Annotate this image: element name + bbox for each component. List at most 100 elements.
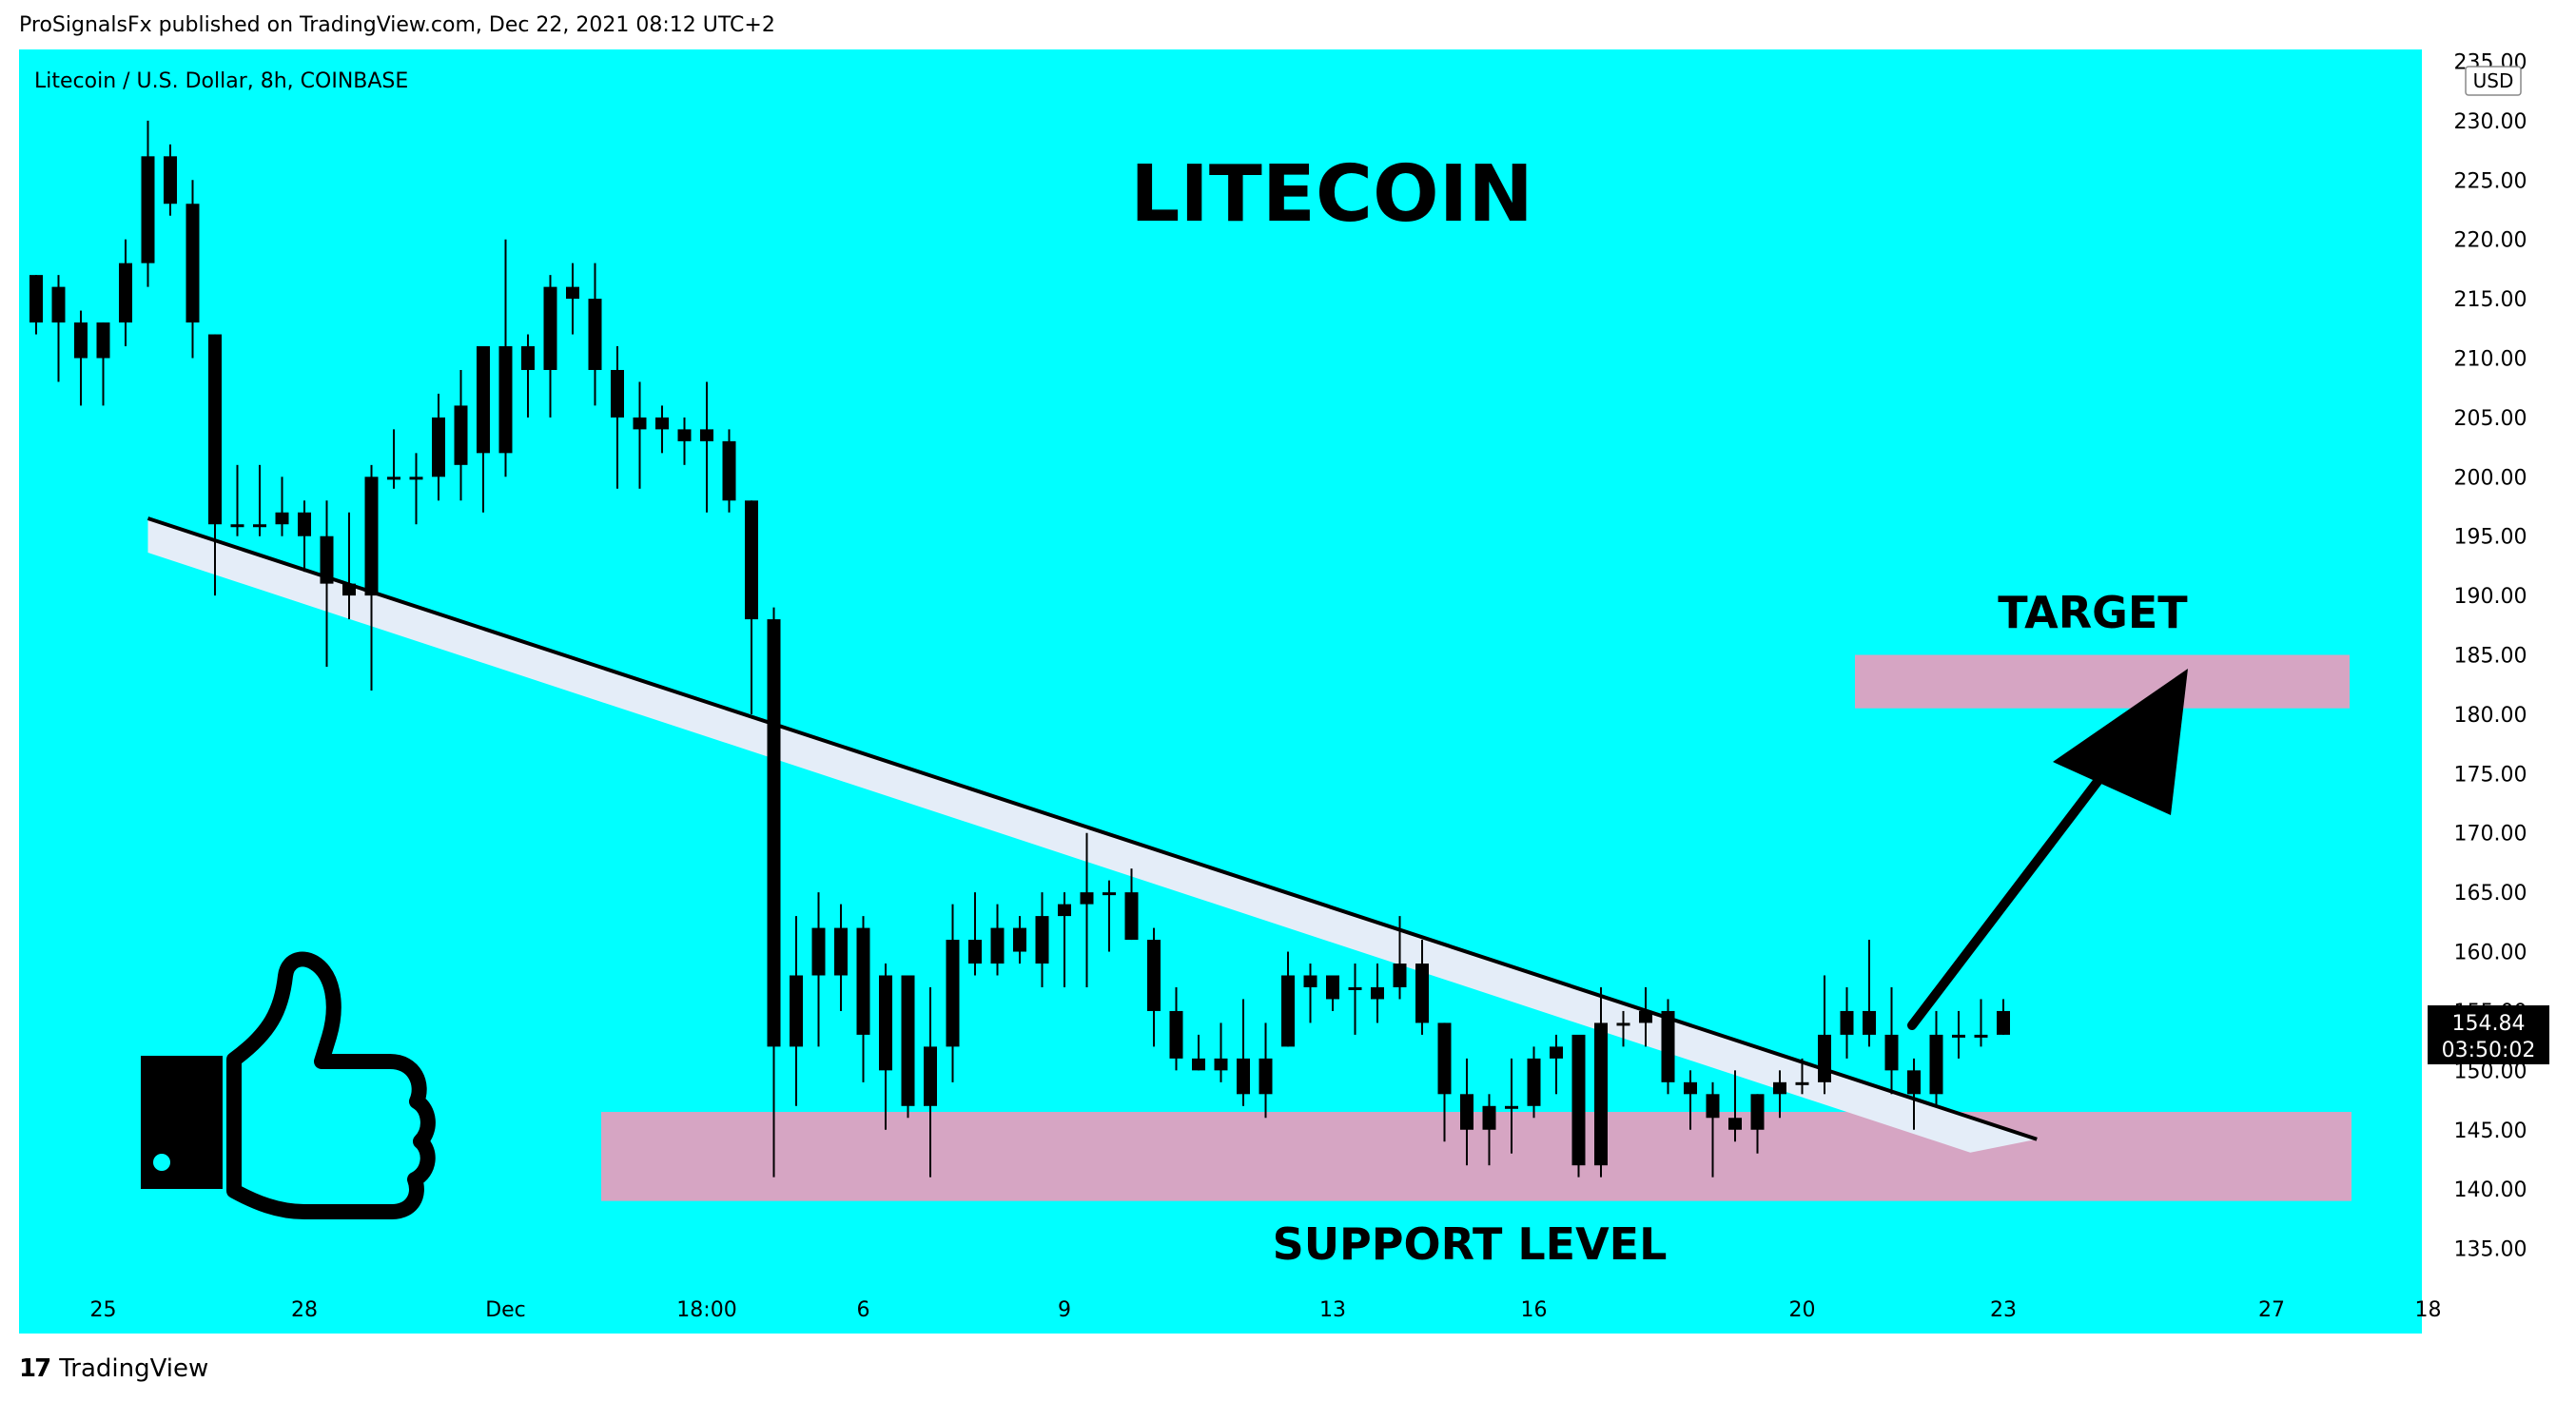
candle <box>119 239 132 347</box>
thumbs-up-icon <box>141 951 436 1219</box>
candle <box>1147 927 1161 1047</box>
y-tick-label: 160.00 <box>2454 942 2527 965</box>
candle <box>1505 1058 1518 1154</box>
candle <box>454 369 468 501</box>
candle <box>767 607 781 1178</box>
candle <box>1460 1058 1473 1166</box>
y-tick-label: 220.00 <box>2454 229 2527 253</box>
candle <box>1192 1034 1205 1071</box>
y-tick-label: 185.00 <box>2454 645 2527 669</box>
y-tick-label: 205.00 <box>2454 407 2527 431</box>
candle <box>342 512 356 620</box>
price-axis-area <box>2422 49 2557 1334</box>
x-tick-label: 9 <box>1058 1298 1071 1322</box>
price-chart[interactable]: 135.00140.00145.00150.00155.00160.00165.… <box>19 49 2557 1334</box>
candle <box>1661 999 1675 1095</box>
candle <box>1437 1022 1452 1142</box>
support-label: SUPPORT LEVEL <box>1273 1218 1668 1270</box>
candle <box>409 453 423 525</box>
y-tick-label: 230.00 <box>2454 110 2527 134</box>
candle <box>185 180 200 359</box>
x-tick-label: 27 <box>2258 1298 2285 1322</box>
candle <box>1952 1010 1965 1059</box>
y-tick-label: 195.00 <box>2454 526 2527 550</box>
candle <box>1259 1022 1273 1119</box>
candle <box>1997 999 2010 1035</box>
y-tick-label: 165.00 <box>2454 882 2527 905</box>
bar-countdown: 03:50:02 <box>2442 1039 2536 1062</box>
candle <box>655 405 669 454</box>
candle <box>946 904 960 1082</box>
candle <box>29 275 43 335</box>
candle <box>700 381 713 513</box>
footer-brand[interactable]: 17 TradingView <box>19 1354 208 1383</box>
candle <box>1594 986 1608 1178</box>
x-tick-label: 13 <box>1319 1298 1346 1322</box>
last-price-label: 154.84 03:50:02 <box>2428 1005 2549 1064</box>
target-label: TARGET <box>1998 587 2188 638</box>
candle <box>320 500 334 667</box>
candle <box>477 346 490 513</box>
candle <box>1035 892 1049 987</box>
tradingview-logo-icon: 17 <box>19 1354 51 1383</box>
candle <box>1639 986 1652 1047</box>
y-tick-label: 210.00 <box>2454 348 2527 372</box>
candle <box>1371 964 1384 1023</box>
candle <box>208 334 222 596</box>
y-tick-label: 140.00 <box>2454 1178 2527 1202</box>
candle <box>1124 868 1139 941</box>
y-tick-label: 135.00 <box>2454 1238 2527 1262</box>
candle <box>811 892 826 1047</box>
x-tick-label: 25 <box>90 1298 117 1322</box>
candle <box>745 500 758 714</box>
candle <box>566 263 579 335</box>
last-price-value: 154.84 <box>2452 1012 2526 1036</box>
candle <box>1907 1058 1921 1130</box>
y-tick-label: 215.00 <box>2454 288 2527 312</box>
symbol-line: Litecoin / U.S. Dollar, 8h, COINBASE <box>34 69 408 93</box>
trend-band <box>147 517 2038 1153</box>
candle <box>1929 1010 1943 1106</box>
candle <box>432 393 445 501</box>
candle <box>1169 986 1183 1071</box>
target-zone <box>1855 654 2350 709</box>
candle <box>1303 964 1317 1023</box>
candle <box>633 381 647 489</box>
y-tick-label: 180.00 <box>2454 704 2527 728</box>
candle <box>387 429 400 489</box>
candle <box>990 904 1005 976</box>
candle <box>588 263 602 406</box>
x-tick-label: 6 <box>857 1298 870 1322</box>
currency-label: USD <box>2473 69 2514 92</box>
candle <box>543 275 557 418</box>
candle <box>1863 940 1876 1047</box>
x-tick-label: 23 <box>1990 1298 2017 1322</box>
time-axis-area <box>19 1284 2422 1334</box>
candle <box>1840 986 1854 1059</box>
candle <box>51 275 66 382</box>
candle <box>1237 999 1250 1106</box>
candle <box>677 417 692 465</box>
candle <box>1773 1070 1786 1119</box>
candle <box>74 310 88 406</box>
x-tick-label: 20 <box>1789 1298 1816 1322</box>
x-tick-label: 16 <box>1521 1298 1548 1322</box>
candle <box>1326 975 1339 1011</box>
candle <box>1214 1022 1228 1082</box>
candle <box>1103 880 1116 952</box>
candle <box>1571 1034 1586 1178</box>
candle <box>1684 1070 1697 1130</box>
candle <box>1974 999 1988 1047</box>
candle <box>498 239 513 477</box>
candle <box>1013 916 1026 964</box>
candle <box>924 986 937 1178</box>
currency-badge[interactable]: USD <box>2465 66 2522 96</box>
x-tick-label: 28 <box>291 1298 318 1322</box>
candle <box>253 464 266 536</box>
candle <box>1281 951 1295 1047</box>
candle <box>1482 1094 1496 1166</box>
trendline[interactable] <box>146 516 2038 1141</box>
y-tick-label: 200.00 <box>2454 466 2527 490</box>
candle <box>722 429 736 513</box>
candle <box>901 975 915 1119</box>
